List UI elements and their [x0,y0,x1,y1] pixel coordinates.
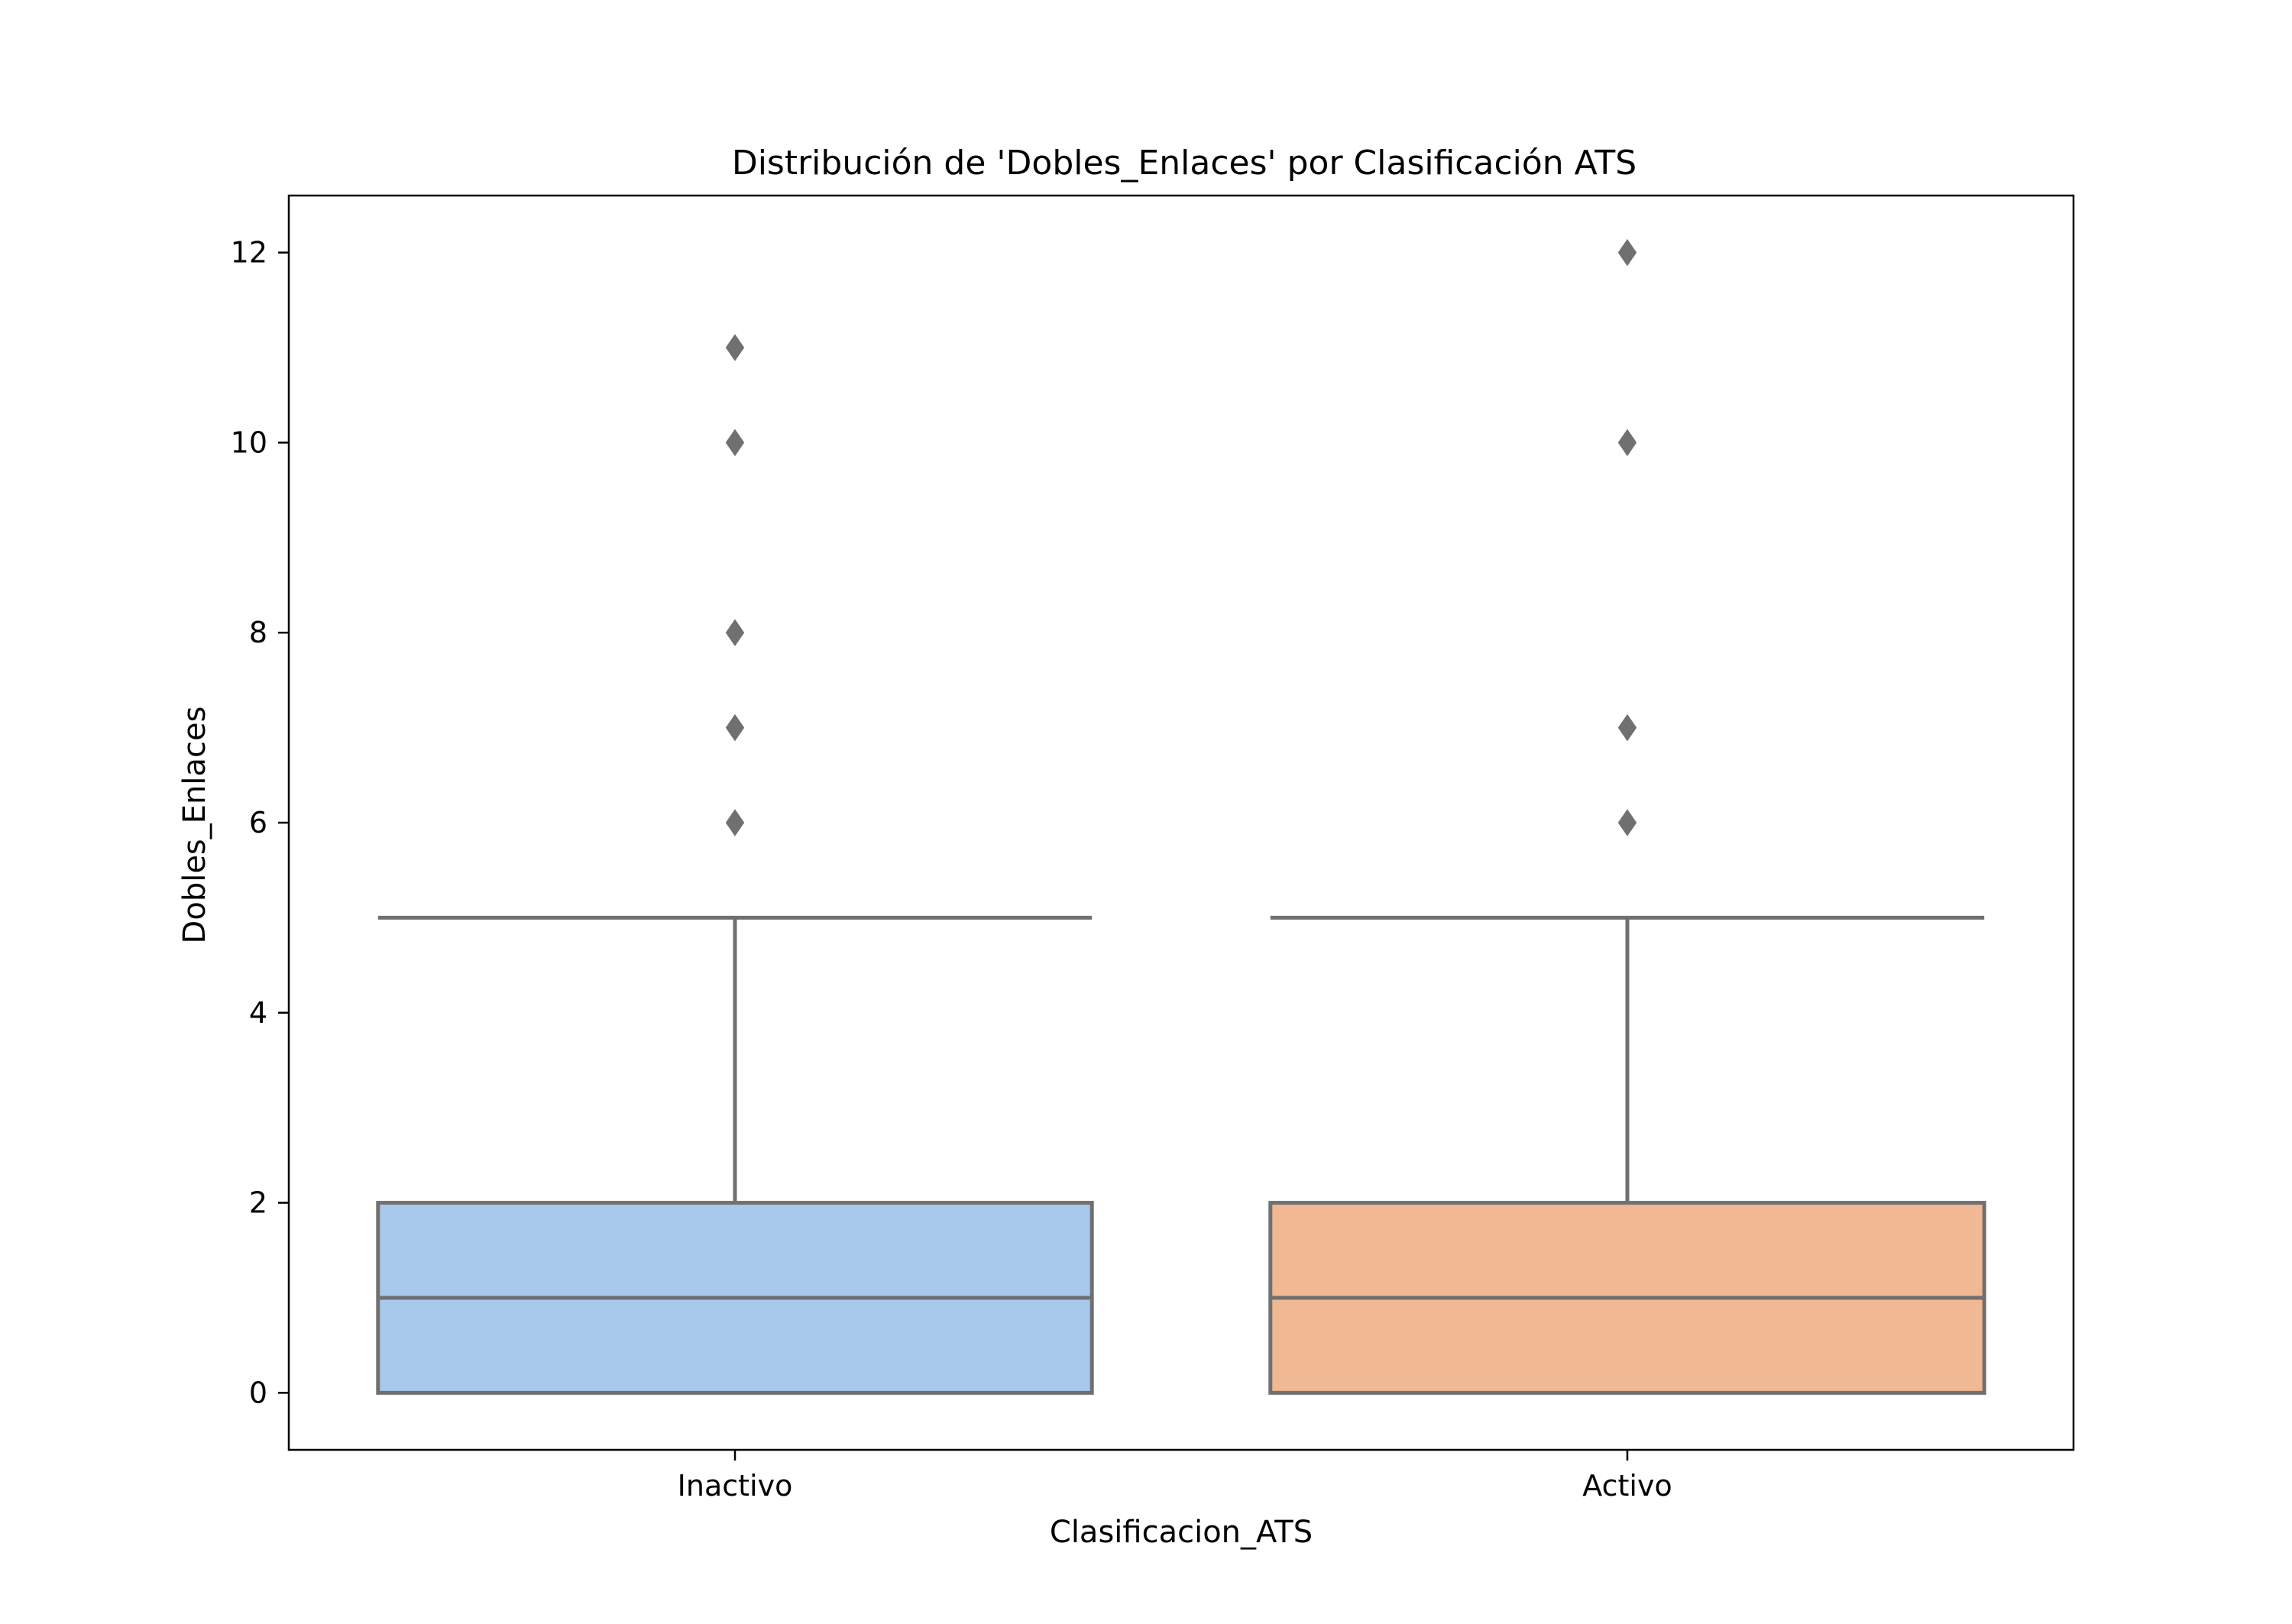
y-tick-label: 2 [249,1186,267,1220]
x-tick-label: Inactivo [678,1469,793,1503]
y-tick-label: 6 [249,806,267,839]
outlier-inactivo [725,713,745,742]
outlier-inactivo [725,619,745,646]
y-axis-label: Dobles_Enlaces [177,707,212,944]
outlier-inactivo [725,334,745,361]
outlier-activo [1617,238,1637,267]
outlier-activo [1617,809,1637,836]
x-tick-label: Activo [1582,1469,1672,1503]
x-axis-label: Clasificacion_ATS [1050,1515,1313,1550]
y-tick-label: 4 [249,996,267,1030]
y-tick-label: 12 [231,236,267,270]
outlier-activo [1617,429,1637,457]
y-tick-label: 0 [249,1376,267,1409]
y-tick-label: 8 [249,616,267,649]
outlier-inactivo [725,809,745,836]
box-group-inactivo [376,334,1094,1395]
x-axis: Inactivo Activo [678,1450,1672,1503]
plot-area [376,238,1986,1395]
box-group-activo [1268,238,1986,1395]
y-axis: 0 2 4 6 8 10 12 [231,236,289,1409]
chart-title: Distribución de 'Dobles_Enlaces' por Cla… [732,144,1636,183]
outlier-activo [1617,713,1637,742]
y-tick-label: 10 [231,425,267,459]
outlier-inactivo [725,429,745,457]
